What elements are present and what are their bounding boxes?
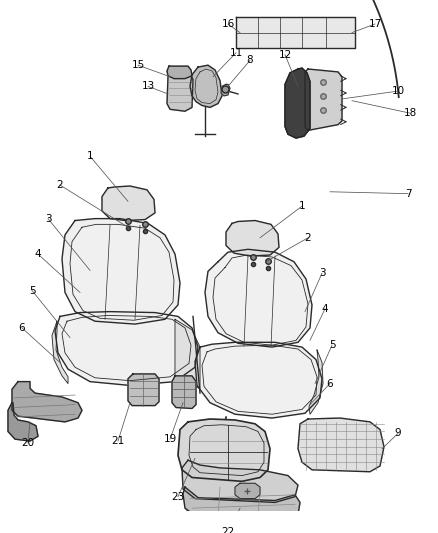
- Text: 3: 3: [45, 214, 51, 224]
- Text: 18: 18: [403, 108, 417, 118]
- Text: 6: 6: [19, 323, 25, 333]
- Polygon shape: [12, 382, 82, 422]
- Polygon shape: [167, 73, 193, 111]
- Polygon shape: [175, 319, 200, 389]
- Text: 5: 5: [28, 286, 35, 295]
- Polygon shape: [62, 219, 180, 324]
- Text: 22: 22: [221, 527, 235, 533]
- Polygon shape: [195, 342, 322, 418]
- Text: 20: 20: [21, 438, 35, 448]
- Polygon shape: [183, 487, 300, 522]
- Polygon shape: [178, 419, 270, 481]
- Polygon shape: [221, 84, 230, 96]
- Text: 12: 12: [279, 50, 292, 60]
- Polygon shape: [55, 312, 198, 385]
- Text: 1: 1: [299, 201, 305, 211]
- Polygon shape: [128, 374, 159, 406]
- Polygon shape: [190, 65, 222, 107]
- Text: 19: 19: [163, 434, 177, 444]
- Polygon shape: [298, 418, 384, 472]
- Text: 17: 17: [368, 19, 381, 29]
- Polygon shape: [167, 66, 192, 79]
- Polygon shape: [309, 350, 323, 414]
- Text: 2: 2: [57, 180, 64, 190]
- Text: 6: 6: [327, 378, 333, 389]
- Polygon shape: [172, 376, 196, 408]
- Polygon shape: [182, 460, 298, 503]
- Text: 21: 21: [111, 436, 125, 446]
- Text: 16: 16: [221, 19, 235, 29]
- Text: 2: 2: [305, 233, 311, 243]
- Text: 15: 15: [131, 60, 145, 70]
- Text: 11: 11: [230, 48, 243, 58]
- Polygon shape: [8, 403, 38, 441]
- Text: 9: 9: [395, 429, 401, 439]
- Text: 3: 3: [319, 268, 325, 278]
- Polygon shape: [285, 68, 310, 138]
- Text: 13: 13: [141, 82, 155, 91]
- Text: 23: 23: [171, 491, 185, 502]
- Polygon shape: [226, 221, 279, 256]
- Text: 10: 10: [392, 86, 405, 96]
- Text: 4: 4: [35, 249, 41, 259]
- Polygon shape: [205, 249, 312, 347]
- Text: 4: 4: [321, 304, 328, 314]
- Text: 5: 5: [328, 340, 336, 350]
- Polygon shape: [236, 17, 355, 48]
- Polygon shape: [52, 321, 68, 384]
- Polygon shape: [305, 69, 342, 131]
- Text: 1: 1: [87, 151, 93, 161]
- Text: 7: 7: [405, 189, 411, 199]
- Polygon shape: [235, 483, 260, 498]
- Polygon shape: [102, 186, 155, 221]
- Text: 8: 8: [247, 55, 253, 66]
